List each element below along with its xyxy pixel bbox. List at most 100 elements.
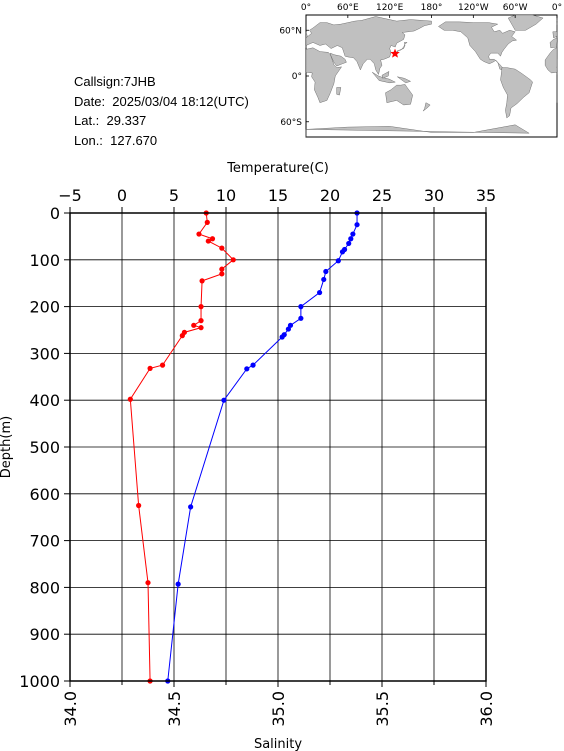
map-lon-label: 120°E bbox=[376, 3, 404, 13]
temperature-point bbox=[219, 266, 225, 272]
landmass bbox=[500, 67, 533, 119]
landmass bbox=[336, 87, 342, 96]
landmass bbox=[305, 16, 432, 75]
landmass bbox=[305, 47, 342, 103]
station-info: Callsign:7JHB Date: 2025/03/04 18:12(UTC… bbox=[74, 72, 249, 150]
temperature-point bbox=[219, 245, 225, 251]
landmass bbox=[372, 72, 396, 84]
bottom-axis-title: Salinity bbox=[254, 737, 302, 751]
landmass bbox=[305, 31, 308, 39]
temperature-point bbox=[159, 362, 166, 368]
temperature-point bbox=[198, 304, 204, 310]
salinity-point bbox=[348, 236, 354, 242]
station-star-icon bbox=[390, 48, 400, 58]
landmass bbox=[397, 76, 412, 84]
temperature-point bbox=[179, 333, 185, 339]
temperature-tick-label: 5 bbox=[169, 186, 179, 205]
map-lat-labels: 60°N 0° 60°S bbox=[279, 26, 302, 128]
salinity-point bbox=[175, 581, 181, 587]
chart-grid bbox=[69, 212, 487, 682]
top-axis-title: Temperature(C) bbox=[226, 161, 329, 176]
y-tick-label: 300 bbox=[29, 344, 60, 363]
temperature-point bbox=[199, 278, 205, 284]
landmass bbox=[385, 84, 413, 106]
y-tick-label: 500 bbox=[29, 438, 60, 457]
temperature-tick-label: 30 bbox=[424, 186, 444, 205]
landmass bbox=[544, 47, 558, 103]
salinity-tick-label: 36.0 bbox=[477, 691, 496, 727]
map-lon-label: 0° bbox=[301, 3, 311, 13]
landmass bbox=[305, 124, 530, 137]
y-tick-label: 800 bbox=[29, 578, 60, 597]
temperature-point bbox=[219, 271, 225, 277]
temperature-tick-label: 0 bbox=[117, 186, 127, 205]
salinity-point bbox=[250, 362, 256, 368]
salinity-point bbox=[298, 315, 304, 321]
map-lat-label: 60°N bbox=[279, 26, 302, 36]
landmass bbox=[381, 71, 390, 79]
y-tick-label: 400 bbox=[29, 391, 60, 410]
map-lat-label: 60°S bbox=[280, 118, 302, 128]
temperature-tick-label: 15 bbox=[268, 186, 288, 205]
salinity-tick-label: 35.0 bbox=[269, 691, 288, 727]
salinity-point bbox=[188, 504, 194, 510]
latitude-text: Lat.: 29.337 bbox=[74, 113, 147, 128]
salinity-point bbox=[317, 289, 323, 296]
temperature-point bbox=[127, 396, 133, 402]
y-tick-label: 0 bbox=[50, 204, 60, 223]
temperature-point bbox=[205, 238, 211, 244]
y-tick-label: 1000 bbox=[19, 672, 60, 691]
salinity-point bbox=[323, 268, 329, 275]
salinity-point bbox=[339, 249, 346, 255]
temperature-point bbox=[196, 231, 202, 237]
salinity-point bbox=[221, 397, 227, 403]
salinity-tick-label: 34.5 bbox=[165, 691, 184, 727]
temperature-tick-label: 10 bbox=[216, 186, 236, 205]
salinity-point bbox=[346, 240, 352, 247]
salinity-point bbox=[350, 231, 356, 237]
landmass bbox=[507, 14, 544, 31]
y-tick-label: 900 bbox=[29, 625, 60, 644]
temperature-tick-label: −5 bbox=[58, 186, 82, 205]
salinity-point bbox=[285, 326, 291, 332]
y-tick-label: 200 bbox=[29, 298, 60, 317]
map-lat-label: 0° bbox=[292, 72, 302, 82]
temperature-tick-label: 20 bbox=[320, 186, 340, 205]
longitude-text: Lon.: 127.670 bbox=[74, 132, 158, 148]
salinity-point bbox=[335, 258, 341, 264]
salinity-point bbox=[321, 276, 327, 283]
y-tick-label: 600 bbox=[29, 485, 60, 504]
temperature-point bbox=[191, 322, 197, 328]
salinity-tick-label: 35.5 bbox=[373, 691, 392, 727]
temperature-point bbox=[198, 318, 204, 324]
landmass bbox=[552, 31, 558, 39]
map-lon-label: 0° bbox=[552, 3, 562, 13]
map-lon-label: 60°E bbox=[337, 3, 359, 13]
map-land bbox=[305, 14, 558, 137]
temperature-point bbox=[198, 325, 204, 331]
temperature-tick-label: 35 bbox=[476, 186, 496, 205]
temperature-point bbox=[145, 580, 151, 586]
landmass bbox=[438, 21, 518, 71]
landmass bbox=[396, 42, 408, 53]
y-tick-label: 700 bbox=[29, 532, 60, 551]
y-axis-title: Depth(m) bbox=[0, 416, 14, 478]
salinity-point bbox=[298, 304, 304, 310]
salinity-point bbox=[244, 366, 250, 372]
landmass bbox=[330, 52, 347, 67]
station-marker bbox=[390, 48, 400, 58]
date-text: Date: 2025/03/04 18:12(UTC) bbox=[74, 93, 249, 109]
temperature-point bbox=[147, 365, 153, 371]
map-ticks bbox=[305, 15, 558, 123]
temperature-point bbox=[136, 502, 142, 509]
callsign-text: Callsign:7JHB bbox=[74, 74, 156, 89]
salinity-point bbox=[354, 222, 360, 228]
chart-series bbox=[127, 210, 360, 684]
map-lon-label: 60°W bbox=[503, 3, 528, 13]
temperature-point bbox=[230, 257, 236, 263]
map-lon-labels: 0° 60°E 120°E 180° 120°W 60°W 0° bbox=[301, 3, 562, 13]
salinity-point bbox=[279, 334, 285, 340]
